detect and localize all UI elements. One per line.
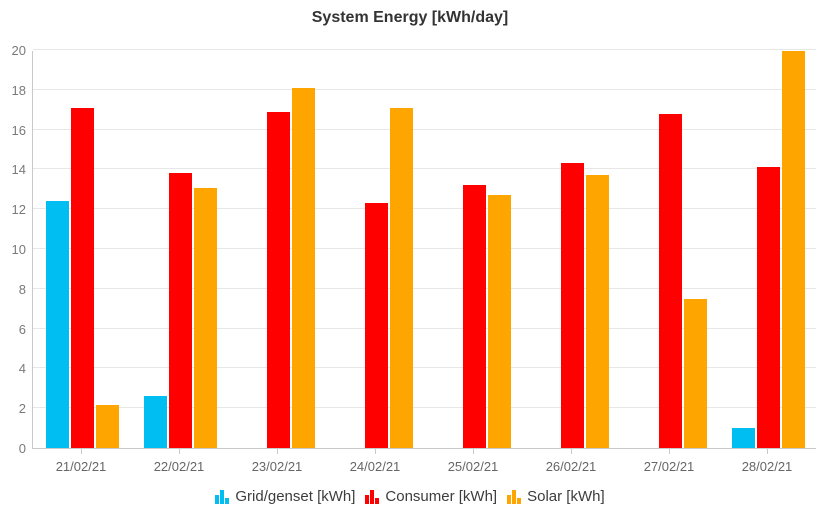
- x-axis-tick-label: 24/02/21: [349, 459, 401, 474]
- bar-grid-genset: [143, 396, 167, 448]
- x-axis-tick-label: 21/02/21: [55, 459, 107, 474]
- legend-item-grid-genset[interactable]: Grid/genset [kWh]: [215, 488, 355, 505]
- y-axis-tick-label: 4: [18, 361, 26, 377]
- legend-label: Grid/genset [kWh]: [235, 487, 356, 505]
- bar-solar: [683, 299, 707, 448]
- x-axis-tick-label: 22/02/21: [153, 459, 205, 474]
- bar-solar: [193, 188, 217, 448]
- legend-label: Solar [kWh]: [527, 487, 605, 505]
- plot-area: [32, 49, 816, 449]
- gridline: [33, 287, 816, 289]
- bar-consumer: [364, 203, 388, 448]
- x-axis-tick: [179, 449, 180, 454]
- gridline: [33, 49, 816, 50]
- bar-consumer: [266, 112, 290, 448]
- chart-title: System Energy [kWh/day]: [311, 9, 509, 26]
- bar-chart-icon: [365, 489, 380, 504]
- x-axis-tick-label: 27/02/21: [643, 459, 695, 474]
- legend-item-consumer[interactable]: Consumer [kWh]: [365, 488, 497, 505]
- bar-solar: [95, 405, 119, 448]
- gridline: [33, 128, 816, 130]
- y-axis-tick-label: 10: [11, 242, 26, 257]
- x-axis-tick: [81, 449, 82, 454]
- bar-consumer: [756, 167, 780, 448]
- bar-solar: [781, 51, 805, 448]
- bar-solar: [487, 195, 511, 448]
- gridline: [33, 327, 816, 329]
- bar-chart-icon: [215, 489, 230, 504]
- bar-chart-icon: [507, 489, 522, 504]
- y-axis-tick-label: 6: [18, 321, 26, 337]
- gridline: [33, 367, 816, 369]
- legend-item-solar[interactable]: Solar [kWh]: [507, 488, 605, 505]
- bar-consumer: [168, 173, 192, 448]
- x-axis-tick: [571, 449, 572, 454]
- bar-consumer: [70, 108, 94, 448]
- x-axis-tick: [277, 449, 278, 454]
- bar-grid-genset: [731, 428, 755, 448]
- legend-label: Consumer [kWh]: [385, 487, 498, 505]
- y-axis-tick-label: 14: [11, 162, 26, 178]
- gridline: [33, 248, 816, 249]
- chart-legend: Grid/genset [kWh] Consumer [kWh] Solar [kW…: [0, 481, 820, 511]
- x-axis-tick-label: 23/02/21: [251, 459, 303, 474]
- x-axis-tick: [669, 449, 670, 454]
- gridline: [33, 208, 816, 210]
- gridline: [33, 88, 816, 90]
- x-axis-tick: [473, 449, 474, 454]
- x-axis-tick-label: 25/02/21: [447, 459, 499, 474]
- y-axis-tick-label: 8: [18, 281, 26, 297]
- bar-consumer: [462, 185, 486, 448]
- y-axis-tick-label: 20: [11, 43, 26, 58]
- bar-solar: [291, 88, 315, 448]
- bar-consumer: [658, 114, 682, 448]
- gridline: [33, 407, 816, 409]
- gridline: [33, 168, 816, 170]
- y-axis-tick-label: 12: [11, 202, 26, 218]
- bar-solar: [585, 175, 609, 448]
- bar-solar: [389, 108, 413, 448]
- bar-grid-genset: [45, 201, 69, 448]
- x-axis-tick-label: 26/02/21: [545, 459, 597, 474]
- x-axis-tick-label: 28/02/21: [741, 459, 793, 474]
- y-axis-tick-label: 2: [18, 401, 26, 417]
- y-axis-tick-label: 16: [11, 122, 26, 138]
- y-axis-tick-label: 0: [18, 441, 26, 456]
- bar-consumer: [560, 163, 584, 448]
- y-axis-tick-label: 18: [11, 82, 26, 98]
- x-axis-tick: [767, 449, 768, 454]
- x-axis-tick: [375, 449, 376, 454]
